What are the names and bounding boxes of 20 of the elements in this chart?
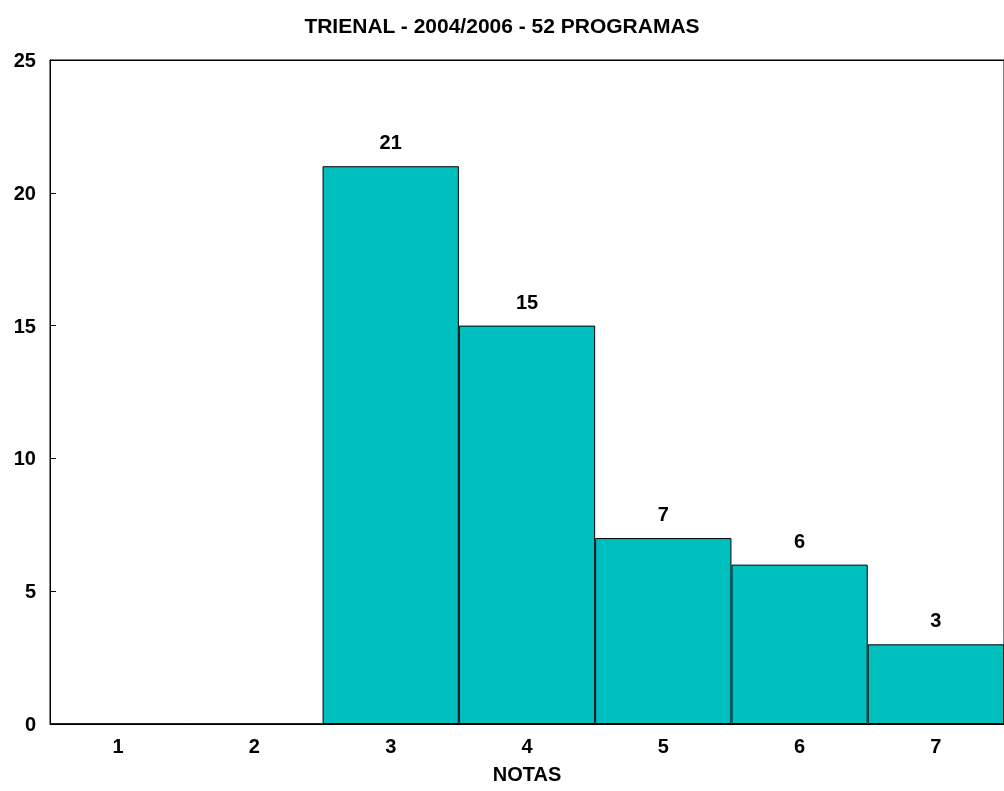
x-tick-label: 6 [794, 735, 806, 757]
x-tick-label: 2 [248, 735, 260, 757]
y-tick-label: 10 [13, 447, 36, 470]
x-tick-label: 7 [930, 735, 942, 757]
y-tick-label: 0 [24, 713, 36, 735]
data-label: 7 [657, 503, 669, 526]
y-tick-label: 5 [24, 580, 36, 603]
y-tick-label: 20 [13, 181, 36, 204]
y-tick-label: 15 [13, 314, 36, 337]
y-tick-label: 25 [13, 49, 36, 71]
data-label: 6 [794, 529, 806, 552]
data-label: 21 [379, 131, 402, 154]
x-tick-label: 4 [521, 735, 534, 757]
data-label: 15 [515, 290, 539, 313]
chart-title: TRIENAL - 2004/2006 - 52 PROGRAMAS [304, 14, 700, 37]
x-tick-label: 3 [385, 735, 397, 757]
data-label: 3 [930, 609, 942, 632]
x-tick-label: 1 [112, 735, 124, 757]
x-tick-label: 5 [657, 735, 669, 757]
x-axis-title: NOTAS [492, 763, 562, 785]
